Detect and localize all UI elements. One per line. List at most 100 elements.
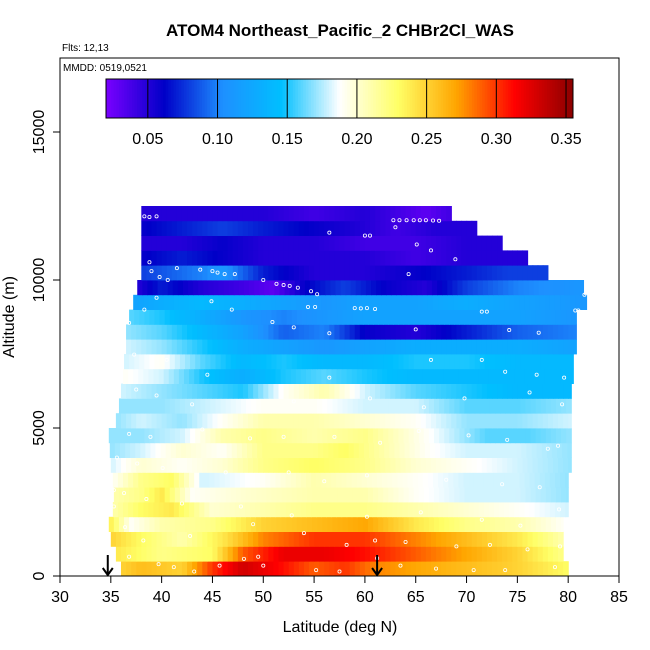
heatmap-cell-band-7 [502, 457, 508, 473]
heatmap-cell-band-1 [446, 546, 452, 562]
heatmap-cell-band-16 [502, 324, 508, 340]
colorbar-swatch [484, 79, 488, 118]
heatmap-cell-band-5 [144, 487, 151, 503]
heatmap-cell-band-9 [251, 428, 257, 444]
colorbar-swatch [157, 79, 161, 118]
heatmap-cell-band-12 [532, 383, 539, 399]
heatmap-cell-band-9 [271, 428, 278, 444]
heatmap-cell-band-4 [407, 502, 414, 518]
heatmap-cell-band-14 [510, 354, 516, 370]
heatmap-cell-band-21 [512, 250, 518, 266]
heatmap-cell-band-6 [326, 472, 332, 488]
heatmap-cell-band-8 [302, 442, 309, 458]
heatmap-cell-band-8 [333, 442, 340, 458]
heatmap-cell-band-4 [316, 502, 322, 518]
heatmap-cell-band-11 [317, 398, 323, 414]
heatmap-cell-band-0 [522, 561, 529, 577]
heatmap-cell-band-19 [238, 280, 245, 296]
heatmap-cell-band-8 [521, 442, 528, 458]
heatmap-cell-band-23 [207, 220, 214, 236]
colorbar-swatch [261, 79, 265, 118]
heatmap-cell-band-0 [430, 561, 437, 577]
heatmap-cell-band-15 [446, 339, 452, 355]
heatmap-cell-band-5 [459, 487, 466, 503]
heatmap-cell-band-11 [398, 398, 405, 414]
heatmap-cell-band-11 [423, 398, 430, 414]
heatmap-cell-band-10 [288, 413, 295, 429]
heatmap-cell-band-17 [530, 309, 537, 325]
heatmap-cell-band-15 [369, 339, 376, 355]
heatmap-cell-band-10 [176, 413, 183, 429]
heatmap-cell-band-8 [501, 442, 507, 458]
heatmap-cell-band-21 [242, 250, 249, 266]
heatmap-cell-band-22 [303, 235, 310, 251]
heatmap-cell-band-11 [332, 398, 339, 414]
heatmap-cell-band-11 [378, 398, 384, 414]
heatmap-cell-band-8 [511, 442, 517, 458]
heatmap-cell-band-21 [491, 250, 498, 266]
heatmap-cell-band-21 [253, 250, 259, 266]
heatmap-cell-band-12 [227, 383, 234, 399]
heatmap-cell-band-24 [441, 206, 447, 222]
heatmap-cell-band-12 [542, 383, 549, 399]
colorbar-swatch [160, 79, 164, 118]
heatmap-cell-band-1 [126, 546, 132, 562]
heatmap-cell-band-10 [390, 413, 396, 429]
heatmap-cell-band-19 [223, 280, 230, 296]
heatmap-cell-band-5 [190, 487, 196, 503]
heatmap-cell-band-5 [179, 487, 186, 503]
heatmap-cell-band-17 [230, 309, 237, 325]
heatmap-cell-band-13 [234, 368, 241, 384]
heatmap-cell-band-2 [430, 531, 437, 547]
heatmap-cell-band-4 [219, 502, 226, 518]
colorbar-swatch [329, 79, 333, 118]
heatmap-cell-band-2 [217, 531, 224, 547]
heatmap-cell-band-13 [443, 368, 449, 384]
heatmap-cell-band-11 [129, 398, 135, 414]
heatmap-cell-band-17 [545, 309, 552, 325]
heatmap-cell-band-22 [288, 235, 295, 251]
heatmap-cell-band-7 [309, 457, 315, 473]
heatmap-cell-band-13 [138, 368, 144, 384]
sample-point [238, 504, 243, 509]
heatmap-cell-band-5 [113, 487, 120, 503]
heatmap-cell-band-15 [242, 339, 249, 355]
heatmap-cell-band-12 [486, 383, 493, 399]
heatmap-cell-band-4 [199, 502, 205, 518]
heatmap-cell-band-22 [349, 235, 356, 251]
heatmap-cell-band-15 [227, 339, 234, 355]
heatmap-cell-band-16 [573, 324, 577, 340]
heatmap-cell-band-19 [457, 280, 464, 296]
x-tick-label: 85 [610, 589, 628, 606]
sample-point [314, 568, 319, 573]
heatmap-cell-band-0 [278, 561, 285, 577]
heatmap-cell-band-10 [436, 413, 442, 429]
heatmap-cell-band-2 [497, 531, 503, 547]
heatmap-cell-band-19 [279, 280, 286, 296]
colorbar-swatch [443, 79, 447, 118]
heatmap-cell-band-7 [242, 457, 249, 473]
heatmap-cell-band-11 [489, 398, 496, 414]
heatmap-cell-band-17 [266, 309, 272, 325]
heatmap-cell-band-10 [410, 413, 417, 429]
heatmap-cell-band-1 [486, 546, 493, 562]
heatmap-cell-band-21 [481, 250, 488, 266]
heatmap-cell-band-3 [423, 516, 430, 532]
heatmap-cell-band-1 [115, 546, 122, 562]
heatmap-cell-band-17 [484, 309, 491, 325]
colorbar-swatch [256, 79, 260, 118]
heatmap-cell-band-15 [314, 339, 320, 355]
heatmap-cell-band-14 [535, 354, 542, 370]
heatmap-cell-band-10 [298, 413, 305, 429]
colorbar-swatch [230, 79, 234, 118]
heatmap-cell-band-13 [260, 368, 266, 384]
heatmap-cell-band-21 [314, 250, 320, 266]
heatmap-cell-band-12 [354, 383, 361, 399]
heatmap-cell-band-20 [237, 265, 244, 281]
heatmap-cell-band-3 [464, 516, 471, 532]
heatmap-cell-band-2 [303, 531, 310, 547]
heatmap-cell-band-23 [334, 220, 341, 236]
heatmap-cell-band-5 [159, 487, 166, 503]
heatmap-cell-band-11 [322, 398, 328, 414]
heatmap-cell-band-22 [324, 235, 330, 251]
